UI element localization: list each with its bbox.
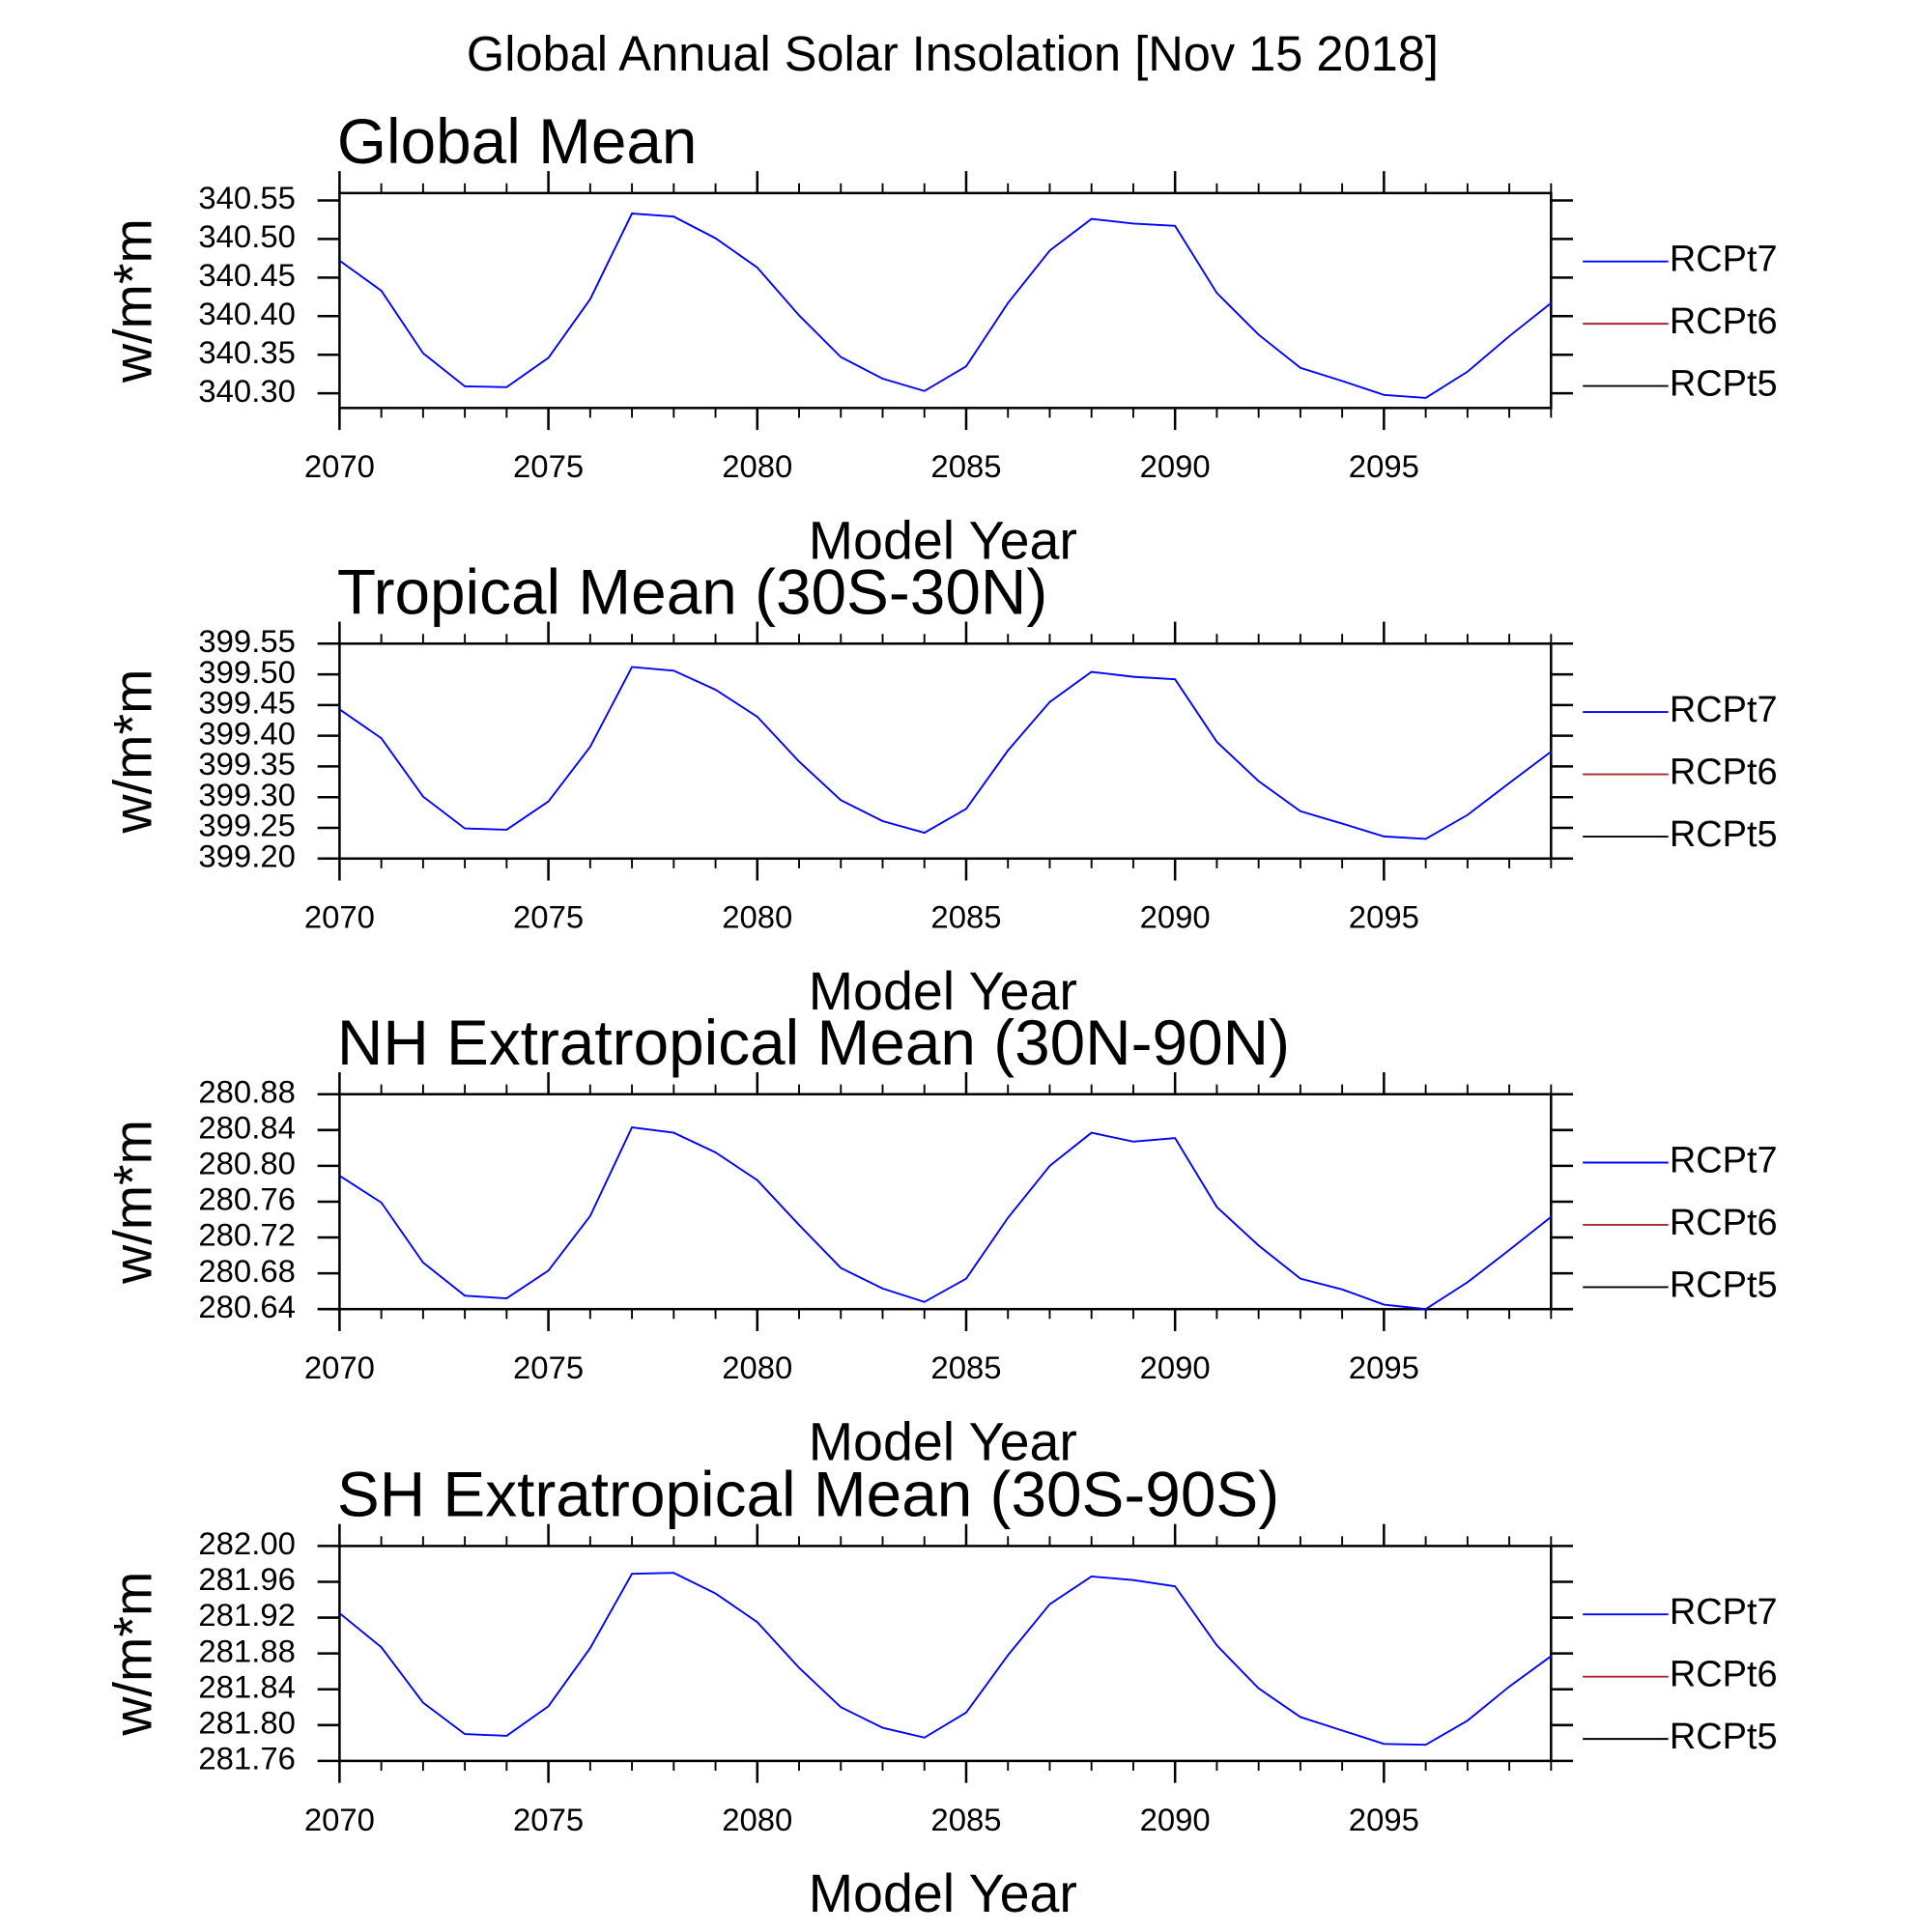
- y-tick-label: 281.84: [198, 1668, 296, 1704]
- y-tick-label: 281.80: [198, 1704, 296, 1740]
- x-tick-label: 2075: [513, 1350, 584, 1385]
- legend-label: RCPt6: [1670, 1203, 1778, 1243]
- y-tick-label: 399.50: [198, 654, 296, 690]
- y-tick-label: 282.00: [198, 1525, 296, 1561]
- x-tick-label: 2095: [1349, 448, 1419, 484]
- data-line: [338, 213, 1552, 399]
- legend-label: RCPt6: [1670, 301, 1778, 342]
- y-tick-label: 399.35: [198, 746, 296, 781]
- legend-label: RCPt5: [1670, 364, 1778, 405]
- y-tick-label: 399.25: [198, 808, 296, 843]
- x-axis-label: Model Year: [809, 961, 1077, 1021]
- x-tick-label: 2075: [513, 1802, 584, 1837]
- y-axis-label: w/m*m: [102, 669, 162, 835]
- x-tick-label: 2095: [1349, 1350, 1419, 1385]
- x-tick-label: 2085: [930, 1802, 1001, 1837]
- x-tick-label: 2085: [930, 1350, 1001, 1385]
- y-tick-label: 399.55: [198, 623, 296, 659]
- x-tick-label: 2085: [930, 448, 1001, 484]
- figure-title: Global Annual Solar Insolation [Nov 15 2…: [467, 26, 1439, 81]
- legend-label: RCPt7: [1670, 690, 1778, 730]
- y-axis-label: w/m*m: [102, 218, 162, 384]
- x-tick-label: 2085: [930, 899, 1001, 935]
- legend-label: RCPt5: [1670, 814, 1778, 855]
- y-tick-label: 399.40: [198, 715, 296, 751]
- y-axis-label: w/m*m: [102, 1572, 162, 1737]
- chart-title: NH Extratropical Mean (30N-90N): [337, 1008, 1290, 1078]
- y-tick-label: 340.45: [198, 257, 296, 293]
- x-tick-label: 2070: [304, 448, 375, 484]
- y-tick-label: 281.96: [198, 1561, 296, 1597]
- x-tick-label: 2080: [722, 899, 792, 935]
- legend-label: RCPt7: [1670, 1592, 1778, 1633]
- y-tick-label: 280.64: [198, 1289, 296, 1324]
- y-tick-label: 399.30: [198, 777, 296, 812]
- data-line: [338, 1125, 1552, 1311]
- y-tick-label: 280.72: [198, 1217, 296, 1253]
- plot-frame: [338, 191, 1553, 410]
- y-tick-label: 340.55: [198, 180, 296, 215]
- data-line: [338, 666, 1552, 840]
- data-line: [338, 1572, 1552, 1747]
- x-tick-label: 2095: [1349, 899, 1419, 935]
- legend-label: RCPt5: [1670, 1717, 1778, 1757]
- x-tick-label: 2095: [1349, 1802, 1419, 1837]
- x-tick-label: 2090: [1140, 899, 1211, 935]
- y-tick-label: 280.76: [198, 1181, 296, 1217]
- legend-label: RCPt7: [1670, 1141, 1778, 1181]
- x-tick-label: 2075: [513, 899, 584, 935]
- x-axis-label: Model Year: [809, 511, 1077, 571]
- y-tick-label: 340.35: [198, 334, 296, 370]
- plot-frame: [338, 642, 1553, 861]
- chart-title: Tropical Mean (30S-30N): [337, 557, 1047, 628]
- plot-frame: [338, 1093, 1553, 1311]
- y-axis-label: w/m*m: [102, 1120, 162, 1285]
- y-tick-label: 280.88: [198, 1073, 296, 1109]
- legend-label: RCPt6: [1670, 1655, 1778, 1695]
- x-tick-label: 2090: [1140, 1350, 1211, 1385]
- plot-frame: [338, 1545, 1553, 1763]
- chart-title: Global Mean: [337, 106, 698, 177]
- x-tick-label: 2090: [1140, 448, 1211, 484]
- y-tick-label: 280.68: [198, 1253, 296, 1289]
- y-tick-label: 281.88: [198, 1633, 296, 1668]
- y-tick-label: 280.80: [198, 1146, 296, 1181]
- y-tick-label: 340.50: [198, 218, 296, 254]
- x-tick-label: 2075: [513, 448, 584, 484]
- legend-label: RCPt5: [1670, 1264, 1778, 1305]
- y-tick-label: 281.76: [198, 1741, 296, 1776]
- y-tick-label: 280.84: [198, 1109, 296, 1145]
- chart-title: SH Extratropical Mean (30S-90S): [337, 1460, 1279, 1530]
- legend-label: RCPt6: [1670, 753, 1778, 793]
- x-axis-label: Model Year: [809, 1863, 1077, 1923]
- x-axis-label: Model Year: [809, 1411, 1077, 1471]
- x-tick-label: 2080: [722, 448, 792, 484]
- x-tick-label: 2080: [722, 1350, 792, 1385]
- y-tick-label: 340.40: [198, 296, 296, 331]
- y-tick-label: 281.92: [198, 1597, 296, 1633]
- y-tick-label: 399.45: [198, 685, 296, 721]
- y-tick-label: 399.20: [198, 838, 296, 873]
- x-tick-label: 2090: [1140, 1802, 1211, 1837]
- legend-label: RCPt7: [1670, 240, 1778, 280]
- x-tick-label: 2070: [304, 1350, 375, 1385]
- x-tick-label: 2070: [304, 1802, 375, 1837]
- x-tick-label: 2070: [304, 899, 375, 935]
- y-tick-label: 340.30: [198, 373, 296, 409]
- x-tick-label: 2080: [722, 1802, 792, 1837]
